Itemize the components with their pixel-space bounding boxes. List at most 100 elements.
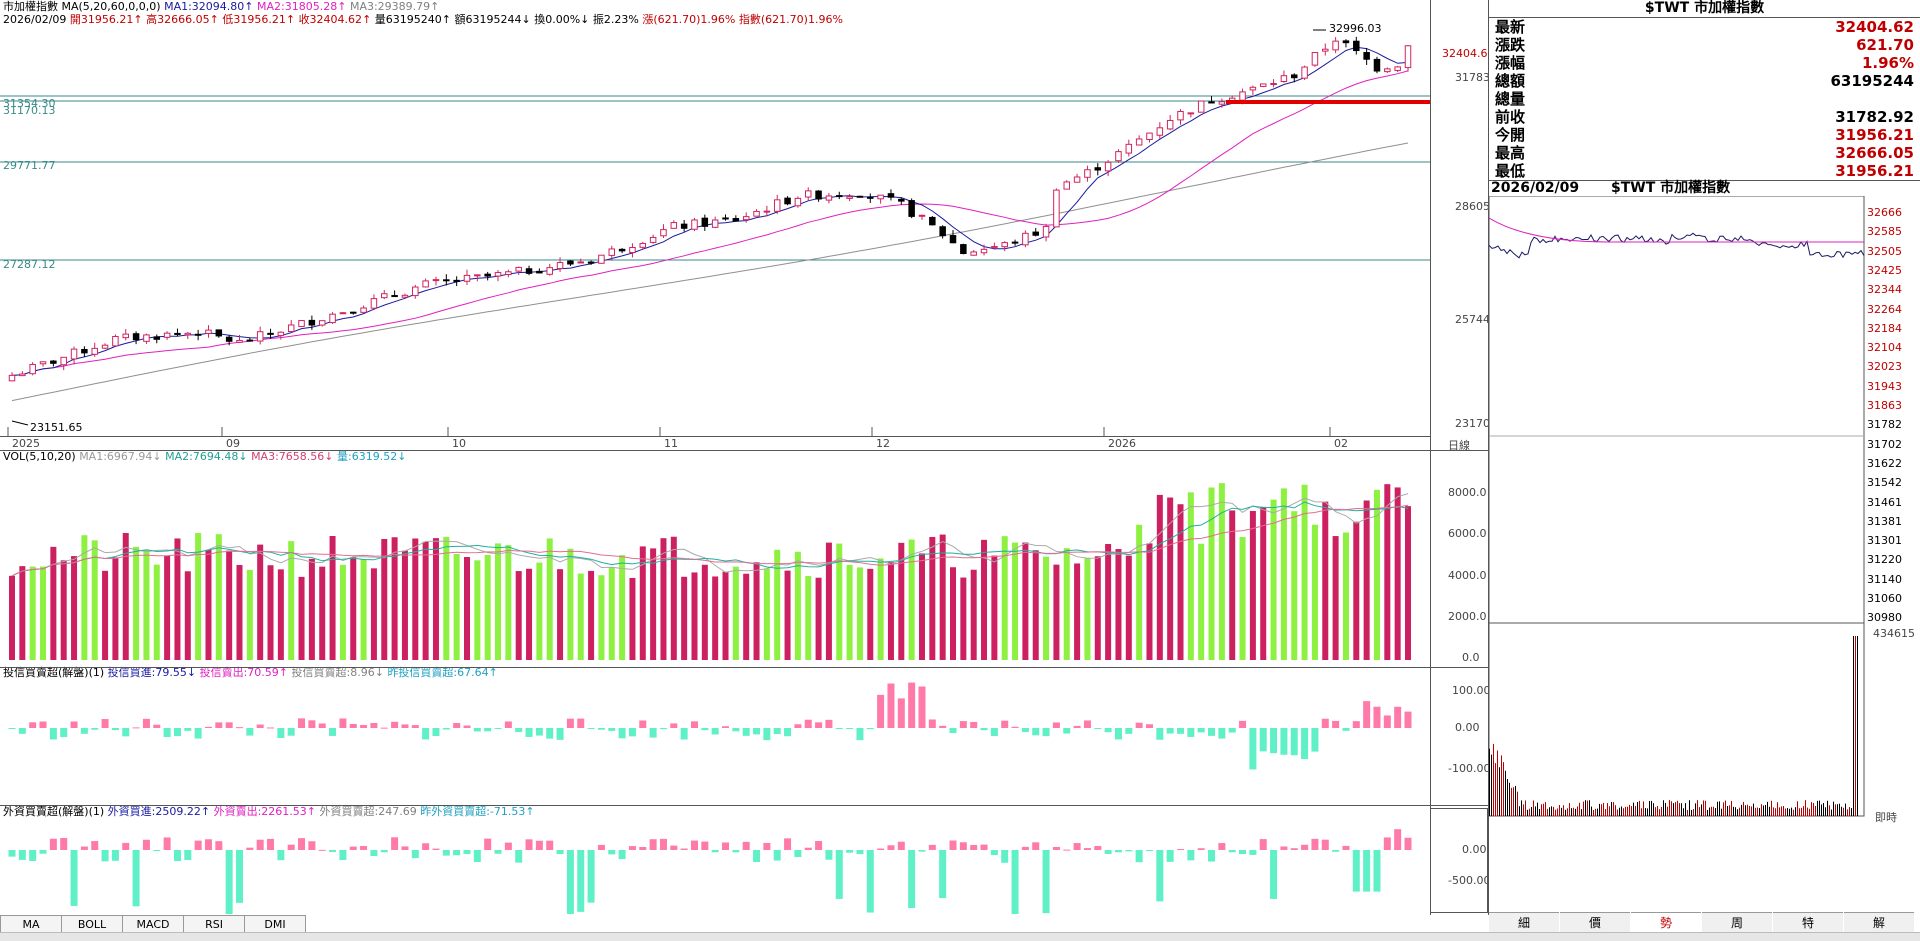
main-chart-area[interactable]: 市加權指數 MA(5,20,60,0,0,0) MA1:32094.80↑ MA…: [0, 0, 1491, 915]
candlestick-chart[interactable]: [0, 26, 1430, 437]
trust-net-chart[interactable]: [0, 680, 1430, 804]
trust-bar: [60, 728, 68, 738]
candle-body: [773, 199, 781, 212]
volume-bar: [1167, 497, 1174, 660]
quote-value: 32666.05: [1835, 144, 1914, 162]
volume-bar: [1094, 556, 1101, 660]
volume-bar: [536, 562, 543, 660]
foreign-bar: [1280, 846, 1288, 850]
price-ytick-4: 23170: [1455, 417, 1490, 430]
intraday-vol-bar: [1685, 803, 1686, 816]
intraday-vol-bar: [1655, 807, 1656, 816]
intraday-vol-bar: [1699, 807, 1700, 816]
intraday-vol-bar: [1813, 802, 1814, 816]
bar-close: 收32404.62: [298, 13, 363, 26]
volume-bar: [1177, 504, 1184, 660]
foreign-bar: [639, 846, 647, 850]
ma-button[interactable]: MA: [0, 915, 62, 933]
dmi-button[interactable]: DMI: [244, 915, 306, 933]
quote-label: 最新: [1495, 18, 1526, 36]
trust-bar: [959, 721, 967, 728]
foreign-bar: [1249, 850, 1257, 855]
candle-body: [711, 219, 719, 228]
detail-tab[interactable]: 勢: [1631, 912, 1701, 933]
intraday-ytick: 31301: [1867, 534, 1902, 548]
intraday-vol-bar: [1625, 806, 1626, 816]
foreign-bar: [1197, 848, 1205, 850]
candle-body: [701, 217, 709, 227]
macd-button[interactable]: MACD: [122, 915, 184, 933]
foreign-bar: [267, 838, 275, 850]
intraday-vol-bar: [1615, 805, 1616, 816]
trust-bar: [1104, 728, 1112, 733]
trust-bar: [1042, 728, 1050, 737]
foreign-bar: [453, 850, 461, 856]
detail-tab[interactable]: 價: [1560, 912, 1630, 933]
intraday-vol-bar: [1543, 803, 1544, 816]
foreign-bar: [1239, 850, 1247, 855]
intraday-vol-bar: [1585, 800, 1586, 816]
volume-bar: [308, 558, 315, 660]
trust-bar: [8, 728, 16, 729]
bar-turnover: 換0.00%: [534, 13, 581, 26]
candle-body: [70, 348, 78, 360]
status-strip: [0, 932, 1920, 941]
volume-bar: [463, 557, 470, 660]
candle-body: [991, 246, 998, 249]
foreign-ytick-0: 0.00: [1462, 843, 1487, 856]
intraday-ytick: 32023: [1867, 360, 1902, 374]
boll-button[interactable]: BOLL: [61, 915, 123, 933]
volume-bar: [712, 576, 719, 660]
intraday-vol-bar: [1835, 804, 1836, 816]
volume-bar: [226, 550, 233, 660]
trust-bar: [980, 728, 988, 731]
detail-tab[interactable]: 特: [1773, 912, 1843, 933]
foreign-bar: [29, 850, 37, 861]
intraday-chart[interactable]: [1489, 196, 1920, 911]
volume-bar: [19, 566, 26, 660]
quote-value: 63195244: [1830, 72, 1915, 90]
foreign-bar: [1187, 850, 1195, 861]
volume-bar: [1043, 556, 1050, 660]
period-label[interactable]: 日線: [1448, 439, 1470, 452]
candle-body: [1063, 181, 1071, 190]
trust-bar: [360, 725, 368, 728]
intraday-vol-bar: [1703, 800, 1704, 816]
trust-bar: [680, 728, 688, 740]
intraday-vol-bar: [1803, 806, 1804, 816]
detail-tab[interactable]: 周: [1702, 912, 1772, 933]
trust-bar: [1073, 725, 1081, 728]
foreign-bar: [784, 838, 792, 850]
volume-bar: [1301, 484, 1308, 660]
intraday-vol-bar: [1731, 800, 1732, 816]
intraday-vol-bar: [1667, 806, 1668, 816]
candle-body: [174, 332, 181, 335]
candle-body: [670, 222, 678, 229]
trust-bar: [349, 723, 357, 728]
candle-body: [8, 374, 16, 382]
rsi-button[interactable]: RSI: [183, 915, 245, 933]
foreign-net-chart[interactable]: [0, 818, 1430, 914]
ma3-value: MA3:29389.79: [349, 0, 431, 13]
trust-bar: [1021, 728, 1029, 733]
foreign-ytick-1: -500.00: [1448, 874, 1491, 887]
vol-ytick-2: 4000.0: [1448, 569, 1487, 582]
intraday-ytick: 32344: [1867, 283, 1902, 297]
candle-body: [1394, 66, 1401, 71]
intraday-ytick: 31461: [1867, 495, 1902, 509]
volume-bar: [1084, 558, 1091, 660]
volume-chart[interactable]: [0, 464, 1430, 668]
volume-bar: [391, 537, 398, 660]
detail-tab[interactable]: 解: [1844, 912, 1914, 933]
trust-bar: [577, 718, 585, 728]
foreign-bar: [1301, 844, 1309, 850]
volume-bar: [205, 549, 212, 660]
volume-bar: [288, 541, 295, 660]
intraday-vol-bar: [1639, 800, 1640, 816]
candle-body: [1104, 161, 1112, 172]
intraday-vol-bar: [1765, 804, 1766, 816]
intraday-vol-bar: [1591, 806, 1592, 816]
volume-bar: [174, 538, 181, 660]
trust-bar: [1373, 706, 1381, 728]
detail-tab[interactable]: 細: [1489, 912, 1559, 933]
